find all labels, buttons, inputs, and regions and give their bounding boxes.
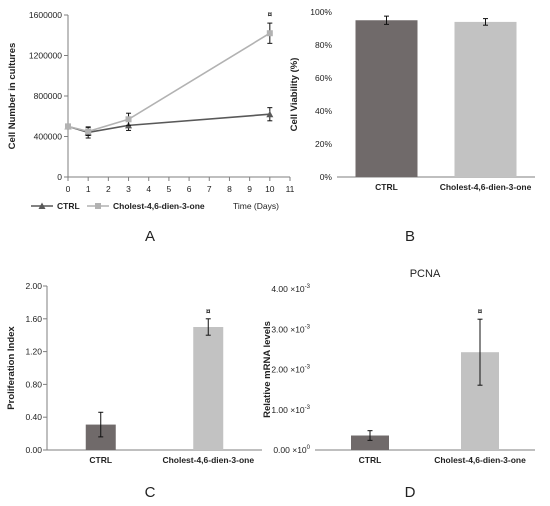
y-tick-label: 3.00 ×10-3 <box>271 324 310 334</box>
y-tick-label: 0.80 <box>25 379 42 389</box>
y-tick-label: 0.00 <box>25 445 42 455</box>
x-tick-label: 0 <box>66 184 71 194</box>
y-tick-label: 20% <box>315 139 332 149</box>
panel-c-chart: 0.00 0.40 0.80 1.20 1.60 2.00 Proliferation In… <box>6 281 262 465</box>
y-tick-exponent: -3 <box>305 324 311 330</box>
y-tick-exponent: -3 <box>305 365 311 371</box>
y-tick-label: 0.40 <box>25 412 42 422</box>
x-tick-label: 1 <box>86 184 91 194</box>
x-tick-label: 2 <box>106 184 111 194</box>
panel-letter-a: A <box>145 228 155 245</box>
data-point <box>266 110 274 118</box>
legend-marker-ctrl <box>38 202 46 209</box>
y-tick-label: 0.00 ×100 <box>273 445 310 455</box>
panel-a-chart: 0 400000 800000 1200000 1600000 0 1 2 3 4 5 6 7 8 9 10 1… <box>7 10 295 211</box>
x-tick-label: 4 <box>146 184 151 194</box>
y-tick-label: 2.00 <box>25 281 42 291</box>
panel-letter-c: C <box>145 484 156 501</box>
x-tick-label: 7 <box>207 184 212 194</box>
x-axis-title: Time (Days) <box>233 201 279 211</box>
bar <box>193 327 224 450</box>
y-tick-label: 60% <box>315 73 332 83</box>
y-tick-label: 1.60 <box>25 314 42 324</box>
x-category-label: CTRL <box>359 455 382 465</box>
data-point <box>65 123 71 130</box>
y-tick-label: 4.00 ×10-3 <box>271 284 310 294</box>
y-tick-label: 400000 <box>34 132 63 142</box>
y-tick-label: 100% <box>310 7 332 17</box>
y-tick-exponent: -3 <box>305 284 311 290</box>
x-tick-label: 6 <box>187 184 192 194</box>
y-tick-label: 0% <box>320 172 333 182</box>
bar <box>454 21 517 178</box>
x-category-label: CTRL <box>89 455 112 465</box>
x-tick-label: 9 <box>247 184 252 194</box>
chart-title: PCNA <box>410 268 441 280</box>
legend-label-treatment: Cholest-4,6-dien-3-one <box>113 201 205 211</box>
x-tick-label: 5 <box>167 184 172 194</box>
legend-label-ctrl: CTRL <box>57 201 80 211</box>
series-line <box>67 113 270 134</box>
data-point <box>266 30 273 37</box>
panel-letter-d: D <box>405 484 416 501</box>
x-tick-label: 10 <box>265 184 275 194</box>
y-axis-title: Cell Viability (%) <box>289 58 300 132</box>
x-category-label: Cholest-4,6-dien-3-one <box>162 455 254 465</box>
x-category-label: Cholest-4,6-dien-3-one <box>440 182 532 192</box>
y-tick-label: 0 <box>57 172 62 182</box>
y-tick-label: 2.00 ×10-3 <box>271 365 310 375</box>
significance-marker: ¤ <box>478 307 483 316</box>
y-tick-label: 40% <box>315 106 332 116</box>
y-tick-label: 800000 <box>34 91 63 101</box>
significance-marker: ¤ <box>206 307 211 316</box>
panel-letter-b: B <box>405 228 415 245</box>
y-tick-label: 1.20 <box>25 347 42 357</box>
bar <box>355 20 418 177</box>
y-tick-label: 1.00 ×10-3 <box>271 405 310 415</box>
y-tick-mantissa: 3.00 ×10 <box>271 324 305 334</box>
x-tick-label: 11 <box>286 184 295 194</box>
x-tick-label: 3 <box>126 184 131 194</box>
y-tick-label: 1600000 <box>29 10 62 20</box>
y-tick-mantissa: 1.00 ×10 <box>271 405 305 415</box>
y-axis-title: Proliferation Index <box>6 326 17 410</box>
bar <box>351 435 389 450</box>
data-point <box>85 128 92 135</box>
y-tick-mantissa: 4.00 ×10 <box>271 284 305 294</box>
y-axis-title: Relative mRNA levels <box>262 321 273 418</box>
data-point <box>125 116 132 123</box>
y-tick-label: 80% <box>315 40 332 50</box>
series-line <box>67 32 271 133</box>
y-tick-exponent: -3 <box>305 405 311 411</box>
y-tick-mantissa: 2.00 ×10 <box>271 365 305 375</box>
legend-marker-treatment <box>95 203 101 209</box>
y-tick-exponent: 0 <box>307 445 311 451</box>
significance-marker: ¤ <box>268 10 273 19</box>
y-tick-label: 1200000 <box>29 51 62 61</box>
x-category-label: CTRL <box>375 182 398 192</box>
y-axis-title: Cell Number in cultures <box>7 43 18 150</box>
panel-b-chart: 0% 20% 40% 60% 80% 100% Cell Viability (%) CTRL… <box>289 7 535 192</box>
x-tick-label: 8 <box>227 184 232 194</box>
y-tick-mantissa: 0.00 ×10 <box>273 445 307 455</box>
x-category-label: Cholest-4,6-dien-3-one <box>434 455 526 465</box>
